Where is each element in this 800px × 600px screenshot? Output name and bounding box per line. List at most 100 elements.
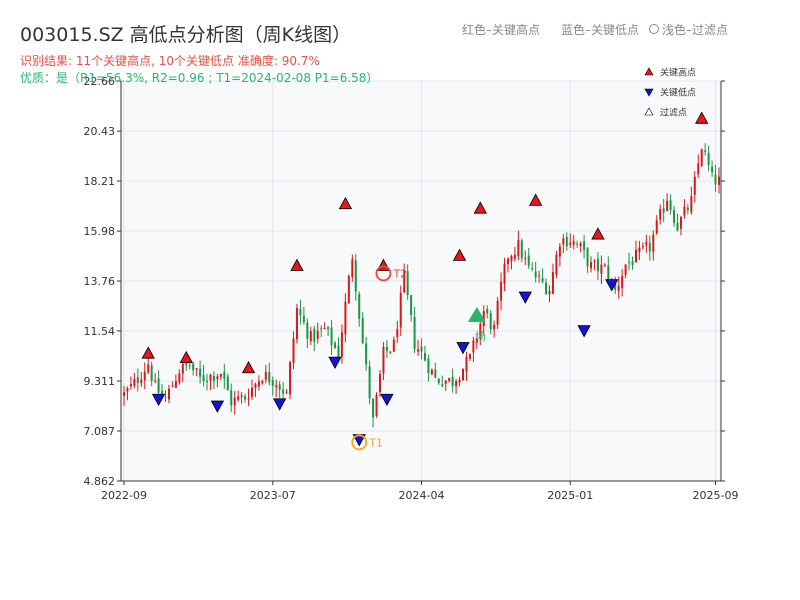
candle-body [590, 262, 593, 269]
key-low-marker [605, 279, 619, 292]
candle-body [223, 371, 226, 379]
candle-body [185, 362, 188, 366]
key-low-marker [210, 400, 225, 413]
candle-body [576, 243, 579, 245]
candle-body [164, 397, 167, 399]
candle-body [313, 328, 316, 342]
candle-body [240, 395, 243, 397]
candle-body [209, 374, 212, 381]
candle-body [423, 353, 426, 361]
y-tick-label: 18.21 [84, 175, 116, 188]
candle-body [216, 376, 219, 379]
t2-circle [375, 265, 392, 282]
candle-body [593, 261, 596, 263]
candle-body [468, 353, 471, 359]
candle-body [562, 238, 565, 245]
candle-body [354, 260, 357, 292]
candle-body [320, 328, 323, 330]
candle-body [430, 369, 433, 375]
candle-body [309, 331, 312, 342]
candle-body [181, 363, 184, 374]
y-tick-label: 4.862 [84, 475, 116, 488]
candle-body [299, 309, 302, 316]
legend-label: 关键高点 [660, 67, 696, 79]
candle-body [548, 291, 551, 295]
axes: 4.862 7.087 9.311 11.54 13.76 15.98 18.21 20.43… [84, 75, 739, 502]
candle-body [226, 376, 229, 391]
candle-body [195, 368, 198, 370]
candle-body [406, 271, 409, 295]
candle-body [714, 174, 717, 185]
candle-body [683, 206, 686, 216]
candle-body [420, 346, 423, 352]
candle-body [323, 328, 326, 330]
candle-body [337, 345, 340, 359]
candle-body [718, 176, 720, 185]
candle-body [147, 364, 150, 373]
candle-body [634, 249, 637, 263]
candle-body [171, 385, 174, 387]
candle-body [285, 391, 288, 393]
candle-body [389, 351, 392, 353]
candle-body [669, 200, 672, 211]
candle-body [475, 338, 478, 343]
candle-body [458, 379, 461, 383]
candle-body [704, 150, 707, 152]
key-low-marker [577, 325, 591, 338]
candle-body [206, 380, 209, 382]
candle-body [579, 243, 582, 247]
candle-body [282, 389, 285, 394]
chart-title: 003015.SZ 高低点分析图（周K线图） [20, 24, 352, 46]
candle-body [237, 396, 240, 400]
candle-body [465, 356, 468, 372]
candle-body [558, 246, 561, 257]
candle-body [479, 323, 482, 339]
candle-body [437, 378, 440, 383]
candle-body [392, 339, 395, 352]
y-tick-label: 7.087 [84, 425, 116, 438]
key-high-marker [591, 227, 605, 240]
candle-body [330, 327, 333, 346]
candle-body [261, 380, 264, 384]
key-high-marker [473, 201, 487, 214]
candle-body [271, 380, 274, 386]
t1-circle [351, 434, 368, 451]
candle-body [268, 372, 271, 383]
quality-summary: 优质：是（R1=56.3%, R2=0.96 ; T1=2024-02-08 P… [20, 71, 379, 85]
key-high-marker [241, 360, 256, 374]
legend-label: 关键低点 [660, 87, 696, 99]
candle-body [340, 332, 343, 357]
candle-body [140, 379, 143, 384]
candle-body [648, 242, 651, 252]
candle-body [230, 390, 233, 406]
legend-marker [644, 88, 654, 97]
candle-body [396, 329, 399, 338]
candle-body [254, 383, 257, 388]
candle-body [707, 153, 710, 166]
candle-body [603, 264, 606, 266]
candle-body [154, 380, 157, 382]
candle-body [520, 240, 523, 259]
candle-body [493, 324, 496, 330]
candle-body [385, 346, 388, 351]
candle-body [143, 371, 146, 381]
candle-body [161, 390, 164, 395]
candle-body [351, 259, 354, 277]
y-tick-label: 11.54 [84, 325, 116, 338]
top-legend-blue: 蓝色–关键低点 [561, 23, 640, 37]
candle-body [334, 343, 337, 348]
candle-body [344, 301, 347, 335]
candle-body [614, 281, 617, 290]
candle-body [565, 236, 568, 247]
candle-body [638, 247, 641, 253]
candle-body [462, 368, 465, 381]
candle-body [690, 196, 693, 213]
x-tick-label: 2025-01 [547, 489, 593, 502]
candle-body [188, 365, 191, 367]
candle-body [316, 330, 319, 339]
candle-body [289, 362, 292, 395]
candle-body [413, 316, 416, 350]
x-tick-label: 2022-09 [101, 489, 147, 502]
t1-label: T1 [368, 436, 383, 449]
candle-body [427, 358, 430, 373]
